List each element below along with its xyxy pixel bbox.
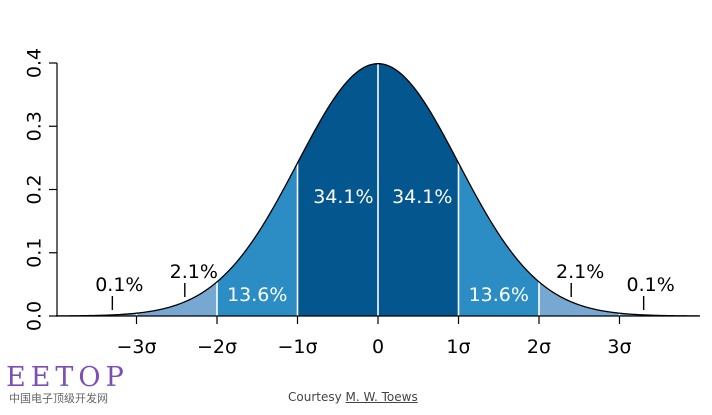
band-percent-label: 13.6%	[227, 284, 287, 306]
y-tick-label: 0.4	[24, 48, 46, 78]
courtesy-author: M. W. Toews	[345, 390, 418, 404]
tail-percent-label: 0.1%	[627, 274, 675, 296]
courtesy-credit: Courtesy M. W. Toews	[288, 390, 418, 404]
watermark-logo-text: EETOP	[6, 362, 129, 393]
y-tick-label: 0.3	[24, 111, 46, 141]
tail-percent-label: 0.1%	[95, 274, 143, 296]
x-tick-label: −2σ	[197, 336, 237, 358]
tail-percent-label: 2.1%	[556, 261, 604, 283]
sigma-band-6	[539, 281, 620, 316]
sigma-bands	[56, 63, 700, 316]
y-tick-label: 0.0	[24, 301, 46, 331]
band-percent-label: 34.1%	[392, 186, 452, 208]
x-tick-label: 2σ	[527, 336, 551, 358]
chart-labels: 13.6% 34.1% 34.1% 13.6% 0.1% 2.1% 2.1% 0.1%	[95, 186, 675, 310]
x-tick-label: 0	[372, 336, 384, 358]
courtesy-prefix: Courtesy	[288, 390, 346, 404]
axes: 0.0 0.1 0.2 0.3 0.4 −3σ −2σ −1σ 0 1σ 2σ 3σ	[24, 48, 700, 358]
sigma-band-1	[136, 281, 217, 316]
density-curve	[55, 63, 700, 317]
x-tick-label: −3σ	[116, 336, 156, 358]
density-curve-layer	[55, 63, 700, 317]
x-tick-label: 3σ	[607, 336, 631, 358]
y-tick-label: 0.1	[24, 238, 46, 268]
band-percent-label: 13.6%	[469, 284, 529, 306]
eetop-watermark: EETOP 中国电子顶级开发网	[6, 364, 156, 406]
watermark-subtitle: 中国电子顶级开发网	[9, 392, 108, 405]
tail-percent-label: 2.1%	[170, 261, 218, 283]
x-tick-label: −1σ	[277, 336, 317, 358]
x-tick-label: 1σ	[446, 336, 470, 358]
y-tick-label: 0.2	[24, 174, 46, 204]
band-percent-label: 34.1%	[313, 186, 373, 208]
